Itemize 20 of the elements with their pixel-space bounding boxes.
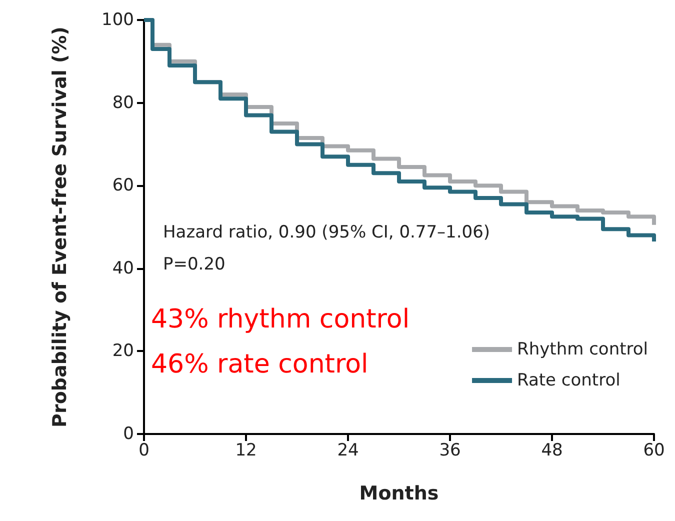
annotation: P=0.20 (163, 254, 226, 274)
x-tick-label: 24 (337, 440, 359, 460)
y-tick-label: 100 (102, 10, 134, 30)
legend-label: Rhythm control (517, 340, 648, 360)
y-axis-title: Probability of Event-free Survival (%) (49, 26, 71, 428)
annotation: 46% rate control (151, 349, 368, 380)
legend-label: Rate control (517, 370, 620, 390)
y-tick-label: 0 (123, 424, 134, 444)
annotation: Hazard ratio, 0.90 (95% CI, 0.77–1.06) (163, 222, 490, 242)
y-tick-label: 20 (112, 341, 134, 362)
x-tick-label: 12 (235, 440, 257, 460)
x-tick-label: 48 (541, 440, 563, 460)
y-tick-label: 80 (112, 92, 134, 113)
y-tick-label: 40 (112, 258, 134, 278)
x-tick-label: 60 (643, 440, 665, 460)
x-axis-title: Months (359, 482, 439, 504)
y-tick-label: 60 (112, 176, 134, 196)
x-tick-label: 0 (138, 440, 150, 460)
annotation: 43% rhythm control (151, 304, 410, 334)
x-tick-label: 36 (439, 440, 461, 460)
